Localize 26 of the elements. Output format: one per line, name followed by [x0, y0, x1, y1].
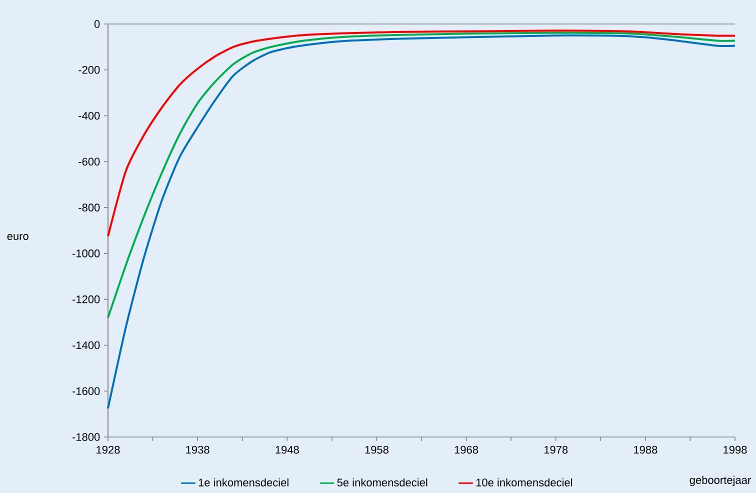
y-tick-label: -1000 — [72, 250, 100, 258]
x-tick-label: 1928 — [96, 446, 120, 454]
x-tick-label: 1988 — [634, 446, 658, 454]
y-tick-label: -1600 — [72, 387, 100, 396]
y-tick-label: -1200 — [72, 295, 100, 304]
line-series — [107, 32, 736, 319]
legend-label: 1e inkomensdeciel — [198, 478, 288, 486]
y-tick-label: -600 — [78, 158, 100, 166]
legend-label: 5e inkomensdeciel — [337, 478, 428, 486]
y-axis-title: euro — [7, 234, 28, 240]
y-tick-label: -1400 — [72, 341, 100, 350]
line-series — [107, 30, 736, 238]
x-tick-label: 1938 — [186, 446, 210, 454]
y-tick-label: -400 — [78, 112, 100, 120]
y-tick-label: -1800 — [72, 433, 100, 441]
x-tick-label: 1968 — [454, 446, 478, 454]
legend-label: 10e inkomensdeciel — [476, 478, 572, 486]
x-tick-label: 1958 — [365, 446, 388, 454]
x-tick-label: 1998 — [724, 446, 747, 454]
y-tick-label: -800 — [78, 204, 100, 212]
x-axis-title: geboortejaar — [690, 476, 751, 486]
line-series — [107, 34, 736, 410]
x-tick-label: 1948 — [276, 446, 299, 454]
y-tick-label: -200 — [78, 66, 100, 74]
x-tick-label: 1978 — [544, 446, 568, 454]
y-tick-label: 0 — [94, 20, 100, 28]
